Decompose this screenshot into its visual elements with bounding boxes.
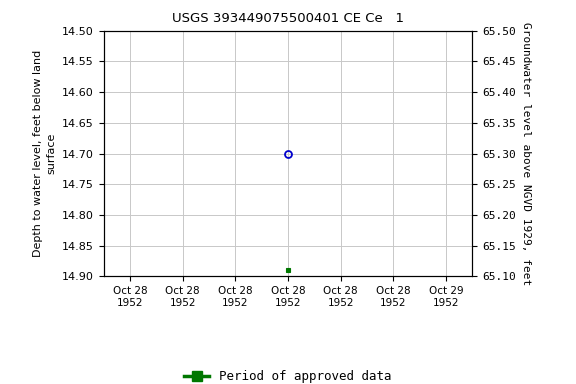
Legend: Period of approved data: Period of approved data xyxy=(179,365,397,384)
Y-axis label: Depth to water level, feet below land
surface: Depth to water level, feet below land su… xyxy=(32,50,56,257)
Title: USGS 393449075500401 CE Ce   1: USGS 393449075500401 CE Ce 1 xyxy=(172,12,404,25)
Y-axis label: Groundwater level above NGVD 1929, feet: Groundwater level above NGVD 1929, feet xyxy=(521,22,531,285)
